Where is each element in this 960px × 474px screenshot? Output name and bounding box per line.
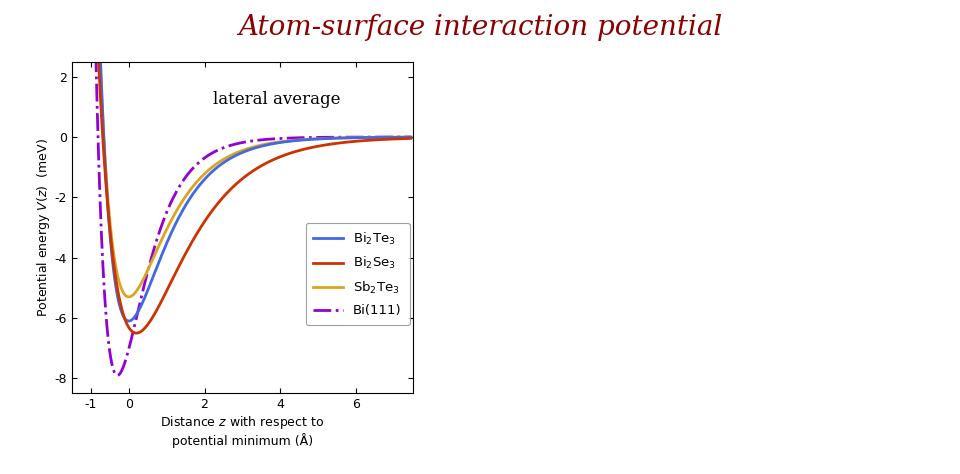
Sb$_2$Te$_3$ (107, 240, 118, 246)
Sb$_2$Te$_3$ (127, 292, 138, 298)
Bi$_2$Te$_3$ (107, 256, 118, 262)
Bi(111) (111, 373, 123, 378)
Bi(111) (398, 134, 410, 140)
Bi$_2$Se$_3$ (405, 136, 417, 141)
Sb$_2$Te$_3$ (362, 135, 373, 140)
Line: Sb$_2$Te$_3$: Sb$_2$Te$_3$ (74, 46, 411, 297)
Bi(111) (127, 332, 138, 337)
Bi(111) (68, 44, 80, 49)
Bi$_2$Te$_3$ (127, 317, 138, 322)
Bi$_2$Se$_3$ (198, 220, 209, 226)
Sb$_2$Te$_3$ (198, 172, 209, 178)
Bi(111) (405, 134, 417, 140)
Sb$_2$Te$_3$ (68, 44, 80, 49)
Line: Bi$_2$Se$_3$: Bi$_2$Se$_3$ (74, 46, 411, 333)
Bi(111) (362, 134, 373, 140)
Bi$_2$Te$_3$ (198, 178, 209, 183)
Sb$_2$Te$_3$ (398, 134, 410, 140)
Bi$_2$Te$_3$ (68, 44, 80, 49)
Sb$_2$Te$_3$ (123, 294, 134, 300)
Sb$_2$Te$_3$ (405, 134, 417, 140)
Bi$_2$Se$_3$ (127, 329, 138, 335)
Bi$_2$Se$_3$ (131, 330, 142, 336)
Y-axis label: Potential energy $V(z)$  (meV): Potential energy $V(z)$ (meV) (35, 138, 52, 317)
Legend: Bi$_2$Te$_3$, Bi$_2$Se$_3$, Sb$_2$Te$_3$, Bi(111): Bi$_2$Te$_3$, Bi$_2$Se$_3$, Sb$_2$Te$_3$… (305, 222, 410, 326)
Line: Bi$_2$Te$_3$: Bi$_2$Te$_3$ (74, 46, 411, 321)
Line: Bi(111): Bi(111) (74, 46, 411, 375)
Bi$_2$Se$_3$ (362, 137, 373, 143)
Bi$_2$Se$_3$ (398, 136, 410, 141)
Bi(111) (198, 156, 209, 162)
X-axis label: Distance $z$ with respect to
potential minimum (Å): Distance $z$ with respect to potential m… (160, 414, 324, 448)
Text: Atom-surface interaction potential: Atom-surface interaction potential (238, 14, 722, 41)
Bi$_2$Se$_3$ (107, 250, 118, 255)
Sb$_2$Te$_3$ (212, 160, 224, 166)
Bi(111) (212, 147, 224, 153)
Bi$_2$Se$_3$ (68, 44, 80, 49)
Bi$_2$Te$_3$ (362, 135, 373, 140)
Text: lateral average: lateral average (213, 91, 340, 109)
Bi$_2$Se$_3$ (212, 201, 224, 206)
Bi$_2$Te$_3$ (398, 134, 410, 140)
Bi$_2$Te$_3$ (212, 164, 224, 170)
Bi$_2$Te$_3$ (123, 318, 134, 324)
Bi(111) (107, 363, 118, 369)
Bi$_2$Te$_3$ (405, 134, 417, 140)
